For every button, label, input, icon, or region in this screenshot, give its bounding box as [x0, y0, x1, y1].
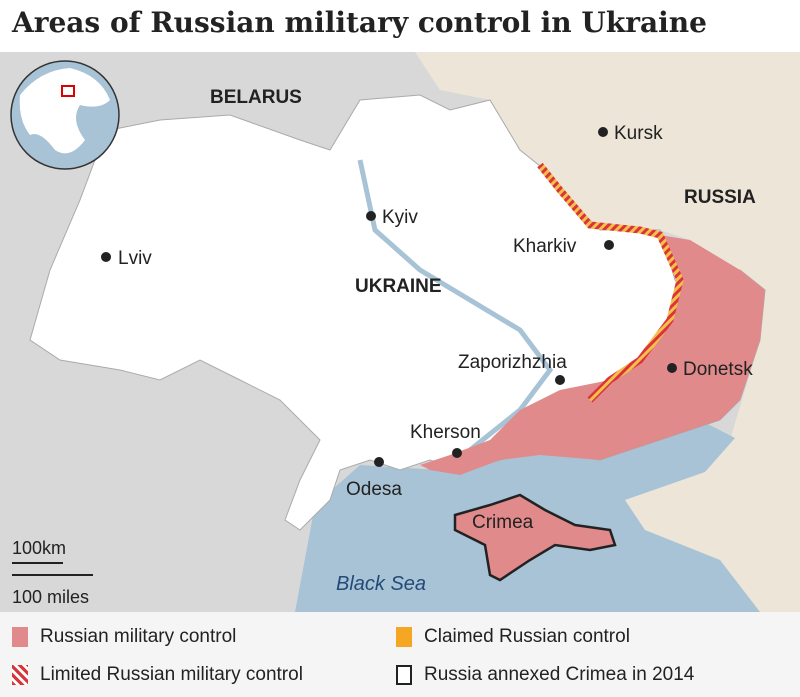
city-kherson: Kherson [410, 422, 481, 443]
label-black-sea: Black Sea [336, 573, 426, 595]
label-belarus: BELARUS [210, 87, 302, 108]
city-kursk: Kursk [614, 123, 663, 144]
scale-km: 100km [12, 538, 66, 558]
city-kyiv: Kyiv [382, 207, 418, 228]
crimea [453, 493, 617, 582]
city-lviv: Lviv [118, 248, 152, 269]
legend-swatch-solid [12, 627, 28, 647]
city-donetsk: Donetsk [683, 359, 753, 380]
legend-swatch-outline [396, 665, 412, 685]
city-kharkiv: Kharkiv [513, 236, 577, 257]
map: BELARUS RUSSIA UKRAINE Kursk Kyiv Lviv K… [0, 52, 800, 612]
city-zaporizhzhia: Zaporizhzhia [458, 352, 567, 373]
legend-claimed-control: Claimed Russian control [396, 626, 630, 648]
dnipro-river [357, 159, 554, 452]
map-title: Areas of Russian military control in Ukr… [12, 6, 707, 39]
label-crimea: Crimea [472, 512, 534, 533]
legend-swatch-orange [396, 627, 412, 647]
globe-inset [10, 60, 120, 170]
label-russia: RUSSIA [684, 187, 756, 208]
label-ukraine: UKRAINE [355, 276, 442, 297]
scale-bar: 100km 100 miles [12, 538, 93, 607]
ukraine-locator [61, 85, 75, 97]
legend-russian-control: Russian military control [12, 626, 236, 648]
city-odesa: Odesa [346, 479, 402, 500]
legend-annexed-crimea: Russia annexed Crimea in 2014 [396, 664, 694, 686]
limited-control-frontline [537, 162, 684, 403]
legend-swatch-hatched [12, 665, 28, 685]
scale-miles: 100 miles [12, 587, 89, 607]
legend-limited-control: Limited Russian military control [12, 664, 303, 686]
legend: Russian military control Claimed Russian… [0, 612, 800, 697]
